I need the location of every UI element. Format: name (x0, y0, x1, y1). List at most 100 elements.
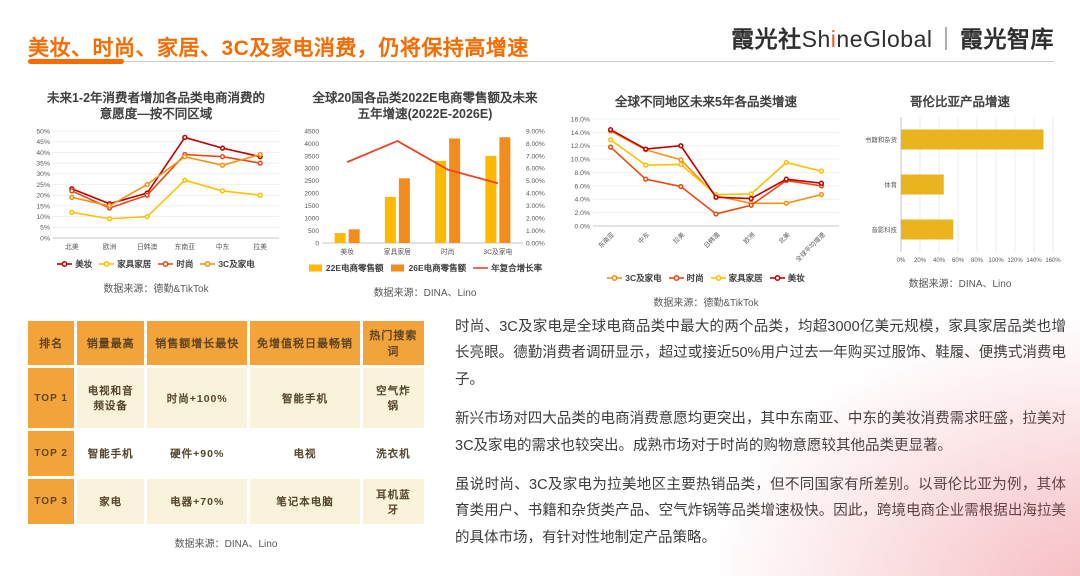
data-point (783, 176, 789, 182)
axis-tick-label: 0.0% (575, 223, 591, 230)
data-source-label: 数据来源：德勤&TikTok (653, 298, 759, 309)
colombia-product-growth-svg: 0% 20% 40% 60% 80% 100% 120% 140% 160% 书籍和杂货体育音影科… (865, 117, 1061, 264)
bar-音影科技 (901, 219, 954, 240)
axis-tick-label: 4.0% (575, 197, 591, 204)
data-point (106, 216, 113, 222)
axis-tick-label: 拉美 (253, 242, 267, 251)
chart-legend: 美妆 家具家居 时尚 3C及家电 (57, 256, 255, 271)
axis-tick-label: 80% (971, 258, 984, 264)
legend-label: 家具家居 (728, 272, 763, 283)
column-header: 销售额增长最快 (147, 321, 248, 365)
legend-label: 家具家居 (117, 258, 152, 269)
analysis-paragraph: 新兴市场对四大品类的电商消费意愿均更突出，其中东南亚、中东的美妆消费需求旺盛，拉… (455, 411, 1066, 454)
axis-tick-label: 15% (36, 203, 50, 210)
bar-22E电商零售额 (334, 233, 346, 243)
title-divider (28, 59, 1054, 65)
column-header: 免增值税日最畅销 (250, 321, 360, 365)
axis-tick-label: 中东 (216, 242, 230, 251)
column-header: 销量最高 (77, 321, 145, 365)
data-point (607, 127, 614, 133)
chart-title: 未来1-2年消费者增加各品类电商消费的 意愿度—按不同区域 (46, 91, 266, 122)
axis-tick-label: 1000 (304, 216, 319, 223)
data-point (257, 151, 263, 158)
axis-tick-label: 拉美 (671, 230, 687, 246)
data-point (69, 188, 75, 194)
table-cell: 智能手机 (250, 368, 360, 428)
legend-marker-icon (99, 260, 115, 267)
legend-marker-icon (710, 274, 726, 281)
data-point (219, 188, 226, 194)
data-point (818, 168, 825, 174)
analysis-paragraph: 时尚、3C及家电是全球电商品类中最大的两个品类，均超3000亿美元规模，家具家居… (455, 319, 1066, 388)
legend-item: 3C及家电 (607, 272, 662, 284)
table-cell: 耳机蓝牙 (362, 479, 424, 524)
axis-tick-label: 100% (988, 258, 1004, 264)
axis-tick-label: 50% (36, 128, 50, 135)
legend-label: 26E电商零售额 (408, 262, 467, 273)
axis-tick-label: 2500 (304, 178, 319, 185)
axis-tick-label: 中东 (636, 230, 651, 245)
data-point (607, 137, 614, 143)
analysis-paragraph: 虽说时尚、3C及家电为拉美地区主要热销品类，但不同国家有所差别。以哥伦比亚为例，… (455, 476, 1066, 546)
data-point (144, 192, 150, 198)
data-point (678, 143, 684, 149)
legend-marker-icon (308, 264, 322, 271)
legend-item: 时尚 (668, 272, 704, 284)
data-point (257, 192, 263, 198)
data-point (748, 202, 754, 208)
legend-marker-icon (473, 266, 489, 269)
table-row: TOP 1 电视和音频设备 时尚+100% 智能手机 空气炸锅 (28, 368, 424, 428)
bottom-section: 排名 销量最高 销售额增长最快 免增值税日最畅销 热门搜索词 TOP 1 电视和音频设备 时尚… (25, 312, 1066, 564)
table-cell: 电视 (250, 431, 360, 476)
axis-tick-label: 家具家居 (384, 247, 411, 256)
data-point (69, 194, 75, 200)
axis-tick-label: 30% (36, 171, 50, 178)
series-line-家具家居 (71, 179, 261, 220)
divider-line (28, 61, 1054, 62)
axis-tick-label: 35% (36, 161, 50, 168)
axis-tick-label: 16.0% (571, 116, 590, 123)
bar-26E电商零售额 (449, 138, 461, 243)
axis-tick-label: 北美 (65, 242, 79, 251)
legend-item: 3C及家电 (200, 258, 255, 270)
legend-marker-icon (769, 274, 785, 281)
table-cell: 电视和音频设备 (77, 368, 145, 428)
legend-marker-icon (158, 260, 174, 267)
chart-title: 全球不同地区未来5年各品类增速 (615, 95, 797, 109)
bar-26E电商零售额 (348, 229, 360, 243)
legend-label: 22E电商零售额 (325, 262, 384, 273)
axis-tick-label: 40% (36, 150, 50, 157)
axis-tick-label: 160% (1045, 258, 1061, 264)
data-point (713, 194, 719, 200)
axis-tick-label: 8.0% (575, 170, 591, 177)
axis-tick-label: 音影科技 (871, 225, 897, 234)
hbar-chart-plot: 0% 20% 40% 60% 80% 100% 120% 140% 160% 书籍和杂货 体育 音影科… (857, 114, 1063, 266)
column-header: 排名 (28, 321, 75, 365)
axis-tick-label: 120% (1007, 258, 1023, 264)
region-5y-growth-svg: 0.0% 2.0% 4.0% 6.0% 8.0% 10.0% 12.0% 14.0% 16.0%… (571, 116, 839, 264)
data-point (643, 176, 649, 182)
legend-item: 26E电商零售额 (390, 262, 466, 274)
data-point (748, 191, 754, 197)
axis-tick-label: 45% (36, 139, 50, 146)
data-point (182, 154, 188, 160)
axis-tick-label: 10.0% (571, 157, 590, 164)
bar-22E电商零售额 (485, 155, 497, 243)
legend-item: 家具家居 (99, 258, 151, 270)
axis-tick-label: 欧洲 (103, 242, 117, 251)
series-line-时尚 (610, 146, 822, 215)
legend-item: 家具家居 (710, 272, 763, 284)
chart-global-retail: 全球20国各品类2022E电商零售额及未来 五年增速(2022E-2026E) … (294, 90, 556, 309)
axis-tick-label: 日韩澳 (137, 242, 158, 251)
brand-logo-suffix: 霞光智库 (960, 26, 1054, 52)
charts-row: 未来1-2年消费者增加各品类电商消费的 意愿度—按不同区域 0% 5% 10% 15%… (24, 90, 1066, 309)
axis-tick-label: 60% (952, 258, 965, 264)
axis-tick-label: 美妆 (340, 247, 354, 256)
data-point (678, 157, 684, 163)
table-row: TOP 3 家电 电器+70% 笔记本电脑 耳机蓝牙 (28, 479, 424, 524)
ranking-table-wrap: 排名 销量最高 销售额增长最快 免增值税日最畅销 热门搜索词 TOP 1 电视和音频设备 时尚… (25, 312, 427, 564)
legend-label: 美妆 (75, 258, 93, 269)
table-header-row: 排名 销量最高 销售额增长最快 免增值税日最畅销 热门搜索词 (28, 321, 424, 365)
legend-marker-icon (391, 264, 405, 271)
line-chart-plot: 0.0% 2.0% 4.0% 6.0% 8.0% 10.0% 12.0% 14.0% 16.0%… (563, 114, 849, 268)
